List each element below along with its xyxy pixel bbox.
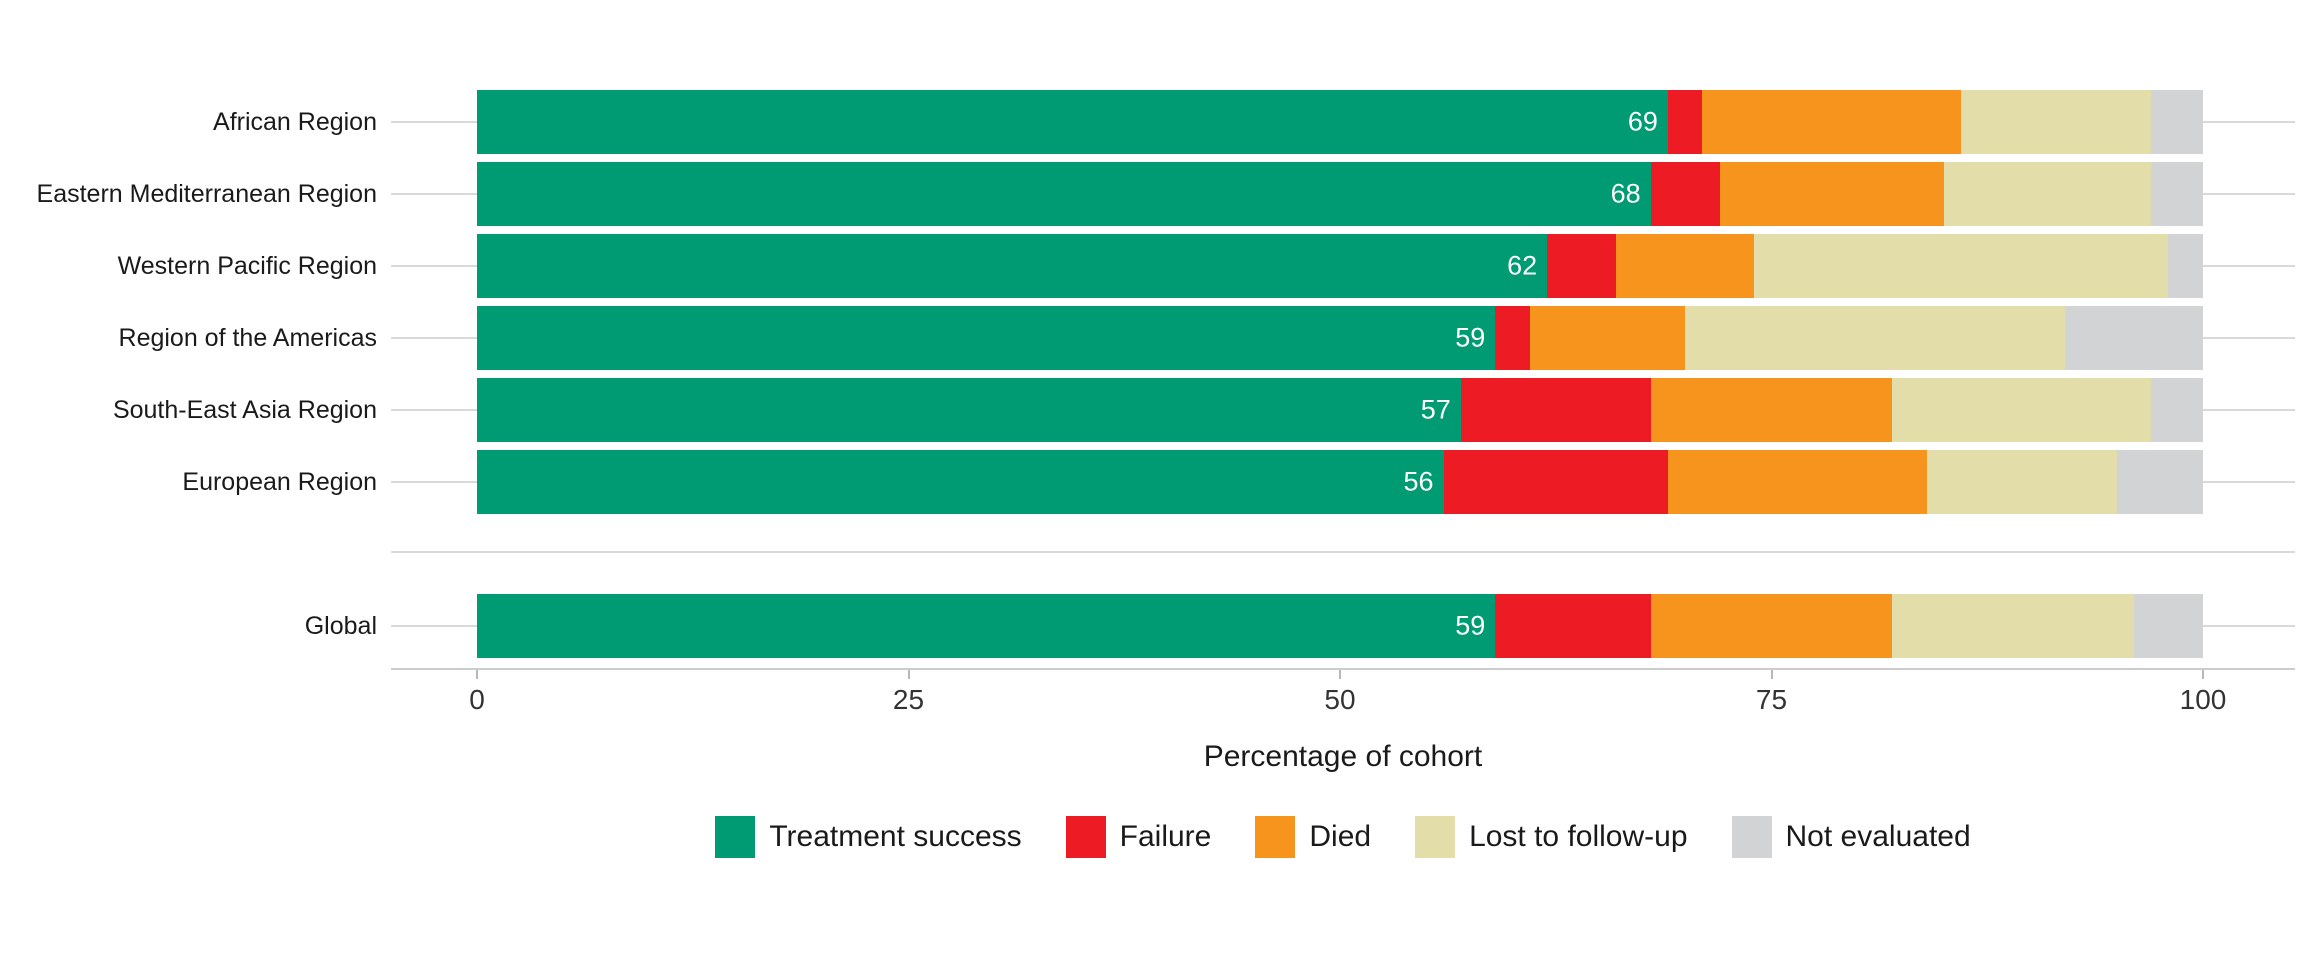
legend-swatch-treatment-success bbox=[715, 816, 756, 858]
bar-segment-not-evaluated bbox=[2133, 594, 2203, 658]
bar-segment-failure bbox=[1443, 450, 1668, 514]
bar-segment-failure bbox=[1495, 594, 1651, 658]
category-label-european-region: European Region bbox=[182, 468, 377, 496]
legend-swatch-not-evaluated bbox=[1731, 816, 1772, 858]
x-axis-tick-label: 0 bbox=[469, 684, 485, 715]
x-axis-title: Percentage of cohort bbox=[1203, 740, 1483, 773]
legend-label-failure: Failure bbox=[1119, 820, 1212, 853]
bar-segment-died bbox=[1719, 162, 1945, 226]
category-label-african-region: African Region bbox=[213, 108, 377, 136]
bar-segment-not-evaluated bbox=[2151, 162, 2203, 226]
x-axis-tick-label: 75 bbox=[1755, 684, 1788, 715]
legend-label-died: Died bbox=[1309, 820, 1372, 853]
bar-segment-not-evaluated bbox=[2151, 90, 2203, 154]
bar-segment-not-evaluated bbox=[2151, 378, 2203, 442]
bar-segment-failure bbox=[1547, 234, 1617, 298]
bar-segment-failure bbox=[1495, 306, 1530, 370]
bar-segment-lost-to-follow-up bbox=[1685, 306, 2065, 370]
bar-segment-died bbox=[1650, 594, 1893, 658]
legend-swatch-failure bbox=[1065, 816, 1106, 858]
legend-label-lost-to-follow-up: Lost to follow-up bbox=[1469, 820, 1688, 853]
bar-segment-lost-to-follow-up bbox=[1892, 594, 2134, 658]
bar-segment-treatment-success: 59 bbox=[477, 594, 1496, 658]
legend: Treatment success Failure Died Lost to foll… bbox=[391, 816, 2295, 858]
bar-segment-treatment-success: 69 bbox=[477, 90, 1668, 154]
category-label-western-pacific-region: Western Pacific Region bbox=[117, 252, 377, 280]
bar-segment-died bbox=[1529, 306, 1686, 370]
bar-value-label: 59 bbox=[1455, 610, 1486, 641]
bar-segment-lost-to-follow-up bbox=[1926, 450, 2117, 514]
legend-item-died: Died bbox=[1255, 816, 1371, 858]
bar-segment-treatment-success: 68 bbox=[477, 162, 1651, 226]
legend-item-failure: Failure bbox=[1065, 816, 1212, 858]
x-axis-tick-label: 25 bbox=[892, 684, 925, 715]
bar-global: 59 bbox=[477, 594, 2203, 658]
bar-eastern-mediterranean-region: 68 bbox=[477, 162, 2203, 226]
x-axis-tick bbox=[1339, 670, 1341, 679]
category-label-south-east-asia-region: South-East Asia Region bbox=[112, 396, 377, 424]
bar-value-label: 69 bbox=[1627, 106, 1658, 137]
legend-label-treatment-success: Treatment success bbox=[769, 820, 1022, 853]
bar-segment-died bbox=[1616, 234, 1755, 298]
x-axis-tick bbox=[2202, 670, 2204, 679]
x-axis-tick-label: 100 bbox=[2179, 684, 2227, 715]
bar-african-region: 69 bbox=[477, 90, 2203, 154]
legend-item-not-evaluated: Not evaluated bbox=[1731, 816, 1971, 858]
bar-european-region: 56 bbox=[477, 450, 2203, 514]
bar-segment-died bbox=[1650, 378, 1893, 442]
bar-segment-lost-to-follow-up bbox=[1961, 90, 2152, 154]
bar-segment-died bbox=[1667, 450, 1927, 514]
bar-segment-not-evaluated bbox=[2116, 450, 2203, 514]
x-axis-tick-label: 50 bbox=[1324, 684, 1356, 715]
category-label-region-of-the-americas: Region of the Americas bbox=[118, 324, 377, 352]
legend-swatch-died bbox=[1255, 816, 1296, 858]
bar-value-label: 56 bbox=[1403, 466, 1434, 497]
x-axis-tick bbox=[1770, 670, 1773, 679]
separator-gridline bbox=[391, 551, 2295, 553]
bar-south-east-asia-region: 57 bbox=[477, 378, 2203, 442]
bar-value-label: 57 bbox=[1420, 394, 1451, 425]
bar-region-of-the-americas: 59 bbox=[477, 306, 2203, 370]
x-axis-tick bbox=[476, 670, 478, 679]
x-axis-line bbox=[391, 668, 2295, 670]
bar-segment-lost-to-follow-up bbox=[1944, 162, 2152, 226]
bar-segment-treatment-success: 59 bbox=[477, 306, 1496, 370]
category-label-global: Global bbox=[304, 612, 377, 640]
legend-item-treatment-success: Treatment success bbox=[715, 816, 1022, 858]
bar-value-label: 62 bbox=[1507, 250, 1538, 281]
legend-item-lost-to-follow-up: Lost to follow-up bbox=[1415, 816, 1688, 858]
legend-swatch-lost-to-follow-up bbox=[1415, 816, 1456, 858]
bar-segment-lost-to-follow-up bbox=[1892, 378, 2152, 442]
bar-western-pacific-region: 62 bbox=[477, 234, 2203, 298]
bar-value-label: 59 bbox=[1455, 322, 1486, 353]
bar-segment-failure bbox=[1667, 90, 1703, 154]
legend-label-not-evaluated: Not evaluated bbox=[1785, 820, 1971, 853]
bar-segment-treatment-success: 56 bbox=[477, 450, 1444, 514]
bar-segment-treatment-success: 57 bbox=[477, 378, 1461, 442]
bar-segment-not-evaluated bbox=[2064, 306, 2203, 370]
bar-segment-not-evaluated bbox=[2168, 234, 2203, 298]
bar-segment-lost-to-follow-up bbox=[1754, 234, 2169, 298]
bar-segment-failure bbox=[1650, 162, 1720, 226]
bar-segment-died bbox=[1702, 90, 1962, 154]
category-label-eastern-mediterranean-region: Eastern Mediterranean Region bbox=[36, 180, 377, 208]
bar-segment-failure bbox=[1460, 378, 1651, 442]
x-axis-tick bbox=[907, 670, 910, 679]
bar-value-label: 68 bbox=[1610, 178, 1641, 209]
bar-segment-treatment-success: 62 bbox=[477, 234, 1548, 298]
